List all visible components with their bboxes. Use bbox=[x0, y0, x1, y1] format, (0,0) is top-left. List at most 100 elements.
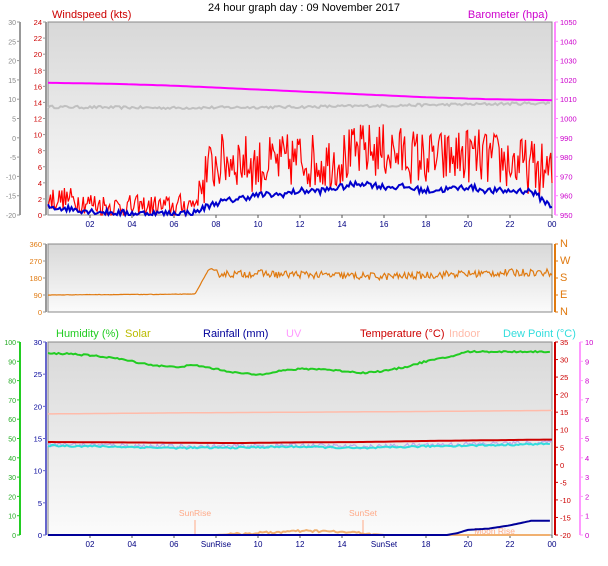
wind-tick-label: 14 bbox=[34, 98, 42, 107]
wind-tick-label: 980 bbox=[560, 153, 573, 162]
wind-tick-label: 990 bbox=[560, 134, 573, 143]
temp-tick-label: 30 bbox=[34, 338, 42, 347]
temp-tick-label: 0 bbox=[585, 531, 589, 540]
wind-tick-label: 30 bbox=[8, 20, 16, 27]
wind-tick-label: 20 bbox=[8, 59, 16, 66]
temp-tick-label: 20 bbox=[34, 402, 42, 411]
temp-x-tick-label: 10 bbox=[254, 540, 263, 549]
indoor-line bbox=[48, 409, 553, 415]
wind-tick-label: 2 bbox=[38, 195, 42, 204]
wind-x-tick-label: 10 bbox=[254, 220, 263, 229]
wind-tick-label: 1030 bbox=[560, 57, 577, 66]
temp-x-tick-label: 06 bbox=[170, 540, 179, 549]
dew-point-line bbox=[48, 442, 550, 450]
temp-x-tick-label: 02 bbox=[86, 540, 95, 549]
wind-x-tick-label: 14 bbox=[338, 220, 347, 229]
wind-tick-label: 10 bbox=[34, 131, 42, 140]
temp-tick-label: 30 bbox=[560, 356, 568, 365]
temp-plot-area bbox=[47, 341, 553, 536]
temp-x-tick-label: 20 bbox=[464, 540, 473, 549]
temp-tick-label: -5 bbox=[560, 478, 567, 487]
legend-temperature: Temperature (°C) bbox=[360, 328, 444, 340]
temp-tick-label: -20 bbox=[560, 531, 571, 540]
legend-dew_point: Dew Point (°C) bbox=[503, 328, 576, 340]
barometer-axis-title: Barometer (hpa) bbox=[468, 9, 548, 21]
wind-x-tick-label: 16 bbox=[380, 220, 389, 229]
wind-tick-label: 8 bbox=[38, 147, 42, 156]
wind-tick-label: 16 bbox=[34, 82, 42, 91]
temp-tick-label: 35 bbox=[560, 338, 568, 347]
wind-tick-label: 0 bbox=[12, 136, 16, 143]
temp-x-tick-label: 18 bbox=[422, 540, 431, 549]
wind-tick-label: 1050 bbox=[560, 18, 577, 27]
temp-tick-label: 70 bbox=[8, 398, 16, 405]
temp-x-tick-label: 12 bbox=[296, 540, 305, 549]
temp-tick-label: 60 bbox=[8, 417, 16, 424]
temp-tick-label: 20 bbox=[560, 391, 568, 400]
direction-tick-label: N bbox=[560, 306, 568, 318]
direction-tick-label: 180 bbox=[29, 274, 42, 283]
temp-x-tick-label: 04 bbox=[128, 540, 137, 549]
legend-rainfall: Rainfall (mm) bbox=[203, 328, 268, 340]
temp-tick-label: 100 bbox=[4, 340, 16, 347]
temp-tick-label: 7 bbox=[585, 396, 589, 405]
legend-humidity: Humidity (%) bbox=[56, 328, 119, 340]
wind-tick-label: 20 bbox=[34, 50, 42, 59]
wind-tick-label: 6 bbox=[38, 163, 42, 172]
wind-x-tick-label: 18 bbox=[422, 220, 431, 229]
temp-tick-label: 40 bbox=[8, 456, 16, 463]
legend-solar: Solar bbox=[125, 328, 151, 340]
direction-tick-label: S bbox=[560, 272, 567, 284]
temp-tick-label: 90 bbox=[8, 359, 16, 366]
temp-tick-label: 1 bbox=[585, 512, 589, 521]
wind-tick-label: 950 bbox=[560, 211, 573, 220]
windspeed-average-line bbox=[47, 179, 553, 218]
direction-tick-label: 270 bbox=[29, 257, 42, 266]
temp-x-tick-label: 14 bbox=[338, 540, 347, 549]
temp-tick-label: 25 bbox=[560, 373, 568, 382]
temp-tick-label: 20 bbox=[8, 494, 16, 501]
wind-tick-label: 4 bbox=[38, 179, 42, 188]
wind-tick-label: 18 bbox=[34, 66, 42, 75]
wind-tick-label: -15 bbox=[6, 194, 16, 201]
temperature-line bbox=[48, 438, 552, 445]
temp-x-tick-label: SunRise bbox=[201, 540, 232, 549]
wind-tick-label: 1020 bbox=[560, 76, 577, 85]
temp-tick-label: 2 bbox=[585, 492, 589, 501]
chart-title: 24 hour graph day : 09 November 2017 bbox=[208, 2, 400, 14]
windspeed-axis-title: Windspeed (kts) bbox=[52, 9, 131, 21]
temp-tick-label: 0 bbox=[560, 461, 564, 470]
temp-tick-label: 25 bbox=[34, 370, 42, 379]
temp-x-tick-label: SunSet bbox=[371, 540, 398, 549]
sunset-label: SunSet bbox=[349, 508, 378, 518]
direction-tick-label: 0 bbox=[38, 308, 42, 317]
barometer-line bbox=[47, 81, 553, 102]
wind-direction-line bbox=[47, 267, 553, 296]
temp-x-tick-label: 22 bbox=[506, 540, 515, 549]
temp-tick-label: 10 bbox=[8, 514, 16, 521]
wind-tick-label: 25 bbox=[8, 39, 16, 46]
wind-tick-label: 24 bbox=[34, 18, 42, 27]
wind-x-tick-label: 12 bbox=[296, 220, 305, 229]
wind-tick-label: -5 bbox=[10, 155, 16, 162]
wind-tick-label: 1000 bbox=[560, 115, 577, 124]
wind-tick-label: 10 bbox=[8, 97, 16, 104]
wind-tick-label: -10 bbox=[6, 174, 16, 181]
temp-tick-label: 4 bbox=[585, 454, 589, 463]
temp-tick-label: 50 bbox=[8, 437, 16, 444]
wind-x-tick-label: 02 bbox=[86, 220, 95, 229]
temp-tick-label: 9 bbox=[585, 357, 589, 366]
moonrise-label: Moon Rise bbox=[474, 526, 515, 536]
wind-tick-label: 22 bbox=[34, 34, 42, 43]
wind-plot-area bbox=[47, 21, 553, 216]
wind-tick-label: 5 bbox=[12, 117, 16, 124]
temp-tick-label: -15 bbox=[560, 513, 571, 522]
wind-x-tick-label: 00 bbox=[548, 220, 557, 229]
wind-tick-label: 1040 bbox=[560, 37, 577, 46]
temp-tick-label: 10 bbox=[585, 338, 593, 347]
temp-x-tick-label: 00 bbox=[548, 540, 557, 549]
temp-tick-label: 6 bbox=[585, 415, 589, 424]
